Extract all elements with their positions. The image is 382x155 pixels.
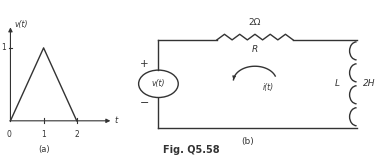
Text: (a): (a) xyxy=(38,145,49,154)
Text: +: + xyxy=(140,59,149,69)
Text: Fig. Q5.58: Fig. Q5.58 xyxy=(163,145,219,155)
Text: L: L xyxy=(335,79,340,88)
Text: t: t xyxy=(115,116,118,125)
Text: v(t): v(t) xyxy=(15,20,28,29)
Text: 2Ω: 2Ω xyxy=(249,18,261,27)
Text: i(t): i(t) xyxy=(262,83,274,92)
Text: 1: 1 xyxy=(1,43,6,52)
Text: R: R xyxy=(252,45,258,54)
Text: (b): (b) xyxy=(241,137,254,146)
Text: v(t): v(t) xyxy=(152,79,165,88)
Text: 2: 2 xyxy=(74,130,79,139)
Text: 0: 0 xyxy=(6,130,11,139)
Text: 1: 1 xyxy=(41,130,46,139)
Text: −: − xyxy=(140,98,149,108)
Text: 2H: 2H xyxy=(363,79,376,88)
